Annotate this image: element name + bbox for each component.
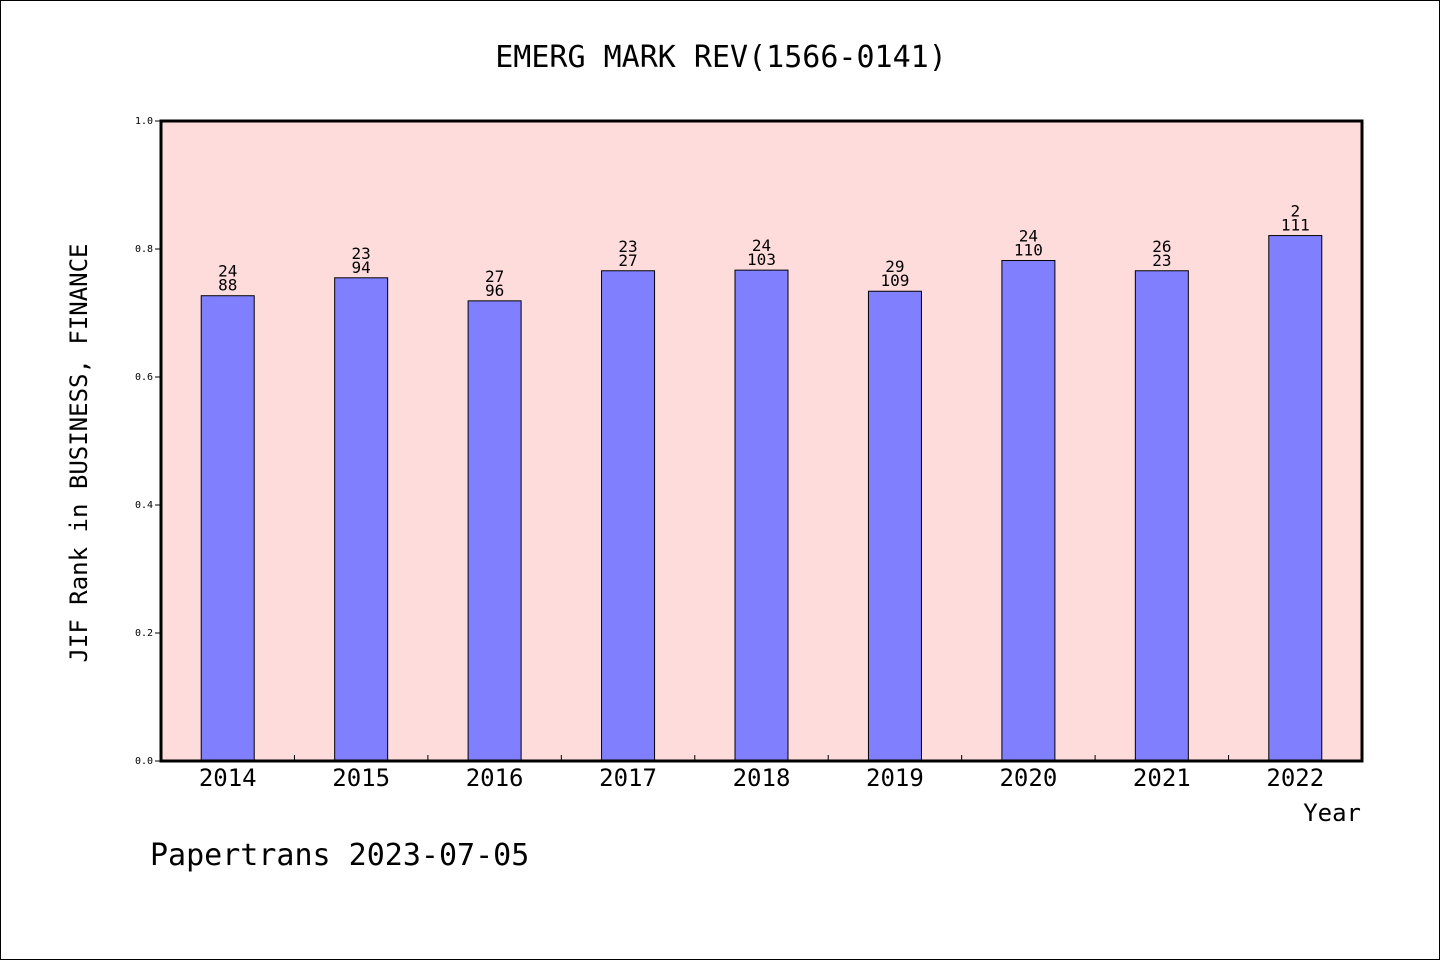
bar-2014: [200, 295, 255, 762]
x-tick-label: 2015: [332, 764, 390, 792]
bar-2017: [601, 270, 656, 762]
x-axis-label: Year: [1303, 799, 1361, 827]
x-tick-label: 2022: [1266, 764, 1324, 792]
bar-total-label: 94: [352, 258, 371, 277]
bar-rank-label: 24: [218, 262, 237, 281]
bar-2022: [1268, 235, 1323, 762]
bar-rank-label: 24: [1019, 227, 1038, 246]
footer-credit: Papertrans 2023-07-05: [150, 838, 529, 873]
y-tick-label: 1.0: [135, 116, 153, 127]
x-tick-label: 2018: [733, 764, 791, 792]
bar-rank-label: 2: [1290, 202, 1300, 221]
bar-total-label: 23: [1152, 251, 1171, 270]
y-tick-label: 0.2: [135, 628, 153, 639]
y-tick-label: 0.8: [135, 244, 153, 255]
bar-2016: [467, 300, 522, 762]
bar-2021: [1134, 270, 1189, 762]
y-tick-label: 0.4: [135, 500, 153, 511]
bar-2015: [334, 277, 389, 762]
chart-title: EMERG MARK REV(1566-0141): [495, 40, 947, 75]
bar-rank-label: 23: [352, 244, 371, 263]
bar-series: [200, 235, 1323, 762]
x-tick-label: 2016: [466, 764, 524, 792]
bar-rank-label: 26: [1152, 237, 1171, 256]
x-tick-label: 2021: [1133, 764, 1191, 792]
bar-rank-label: 24: [752, 236, 771, 255]
y-axis: 0.0 0.2 0.4 0.6 0.8 1.0: [135, 116, 161, 767]
bar-2018: [734, 269, 789, 762]
bar-2020: [1001, 260, 1056, 762]
bar-rank-label: 29: [885, 257, 904, 276]
bar-total-label: 88: [218, 276, 237, 295]
bar-total-label: 110: [1014, 241, 1043, 260]
bar-rank-label: 27: [485, 267, 504, 286]
x-tick-label: 2017: [599, 764, 657, 792]
x-axis: 2014 2015 2016 2017 2018 2019 2020 2021 2022: [199, 755, 1324, 792]
x-tick-label: 2019: [866, 764, 924, 792]
bar-2019: [867, 290, 922, 762]
bar-total-label: 109: [880, 271, 909, 290]
bar-rank-label: 23: [618, 237, 637, 256]
bar-total-label: 103: [747, 250, 776, 269]
y-tick-label: 0.0: [135, 756, 153, 767]
bar-total-label: 111: [1281, 216, 1310, 235]
bar-total-label: 96: [485, 281, 504, 300]
y-axis-label: JIF Rank in BUSINESS, FINANCE: [65, 243, 93, 662]
plot-border: [159, 119, 1364, 763]
y-tick-label: 0.6: [135, 372, 153, 383]
x-tick-label: 2014: [199, 764, 257, 792]
bar-total-label: 27: [618, 251, 637, 270]
x-tick-label: 2020: [999, 764, 1057, 792]
